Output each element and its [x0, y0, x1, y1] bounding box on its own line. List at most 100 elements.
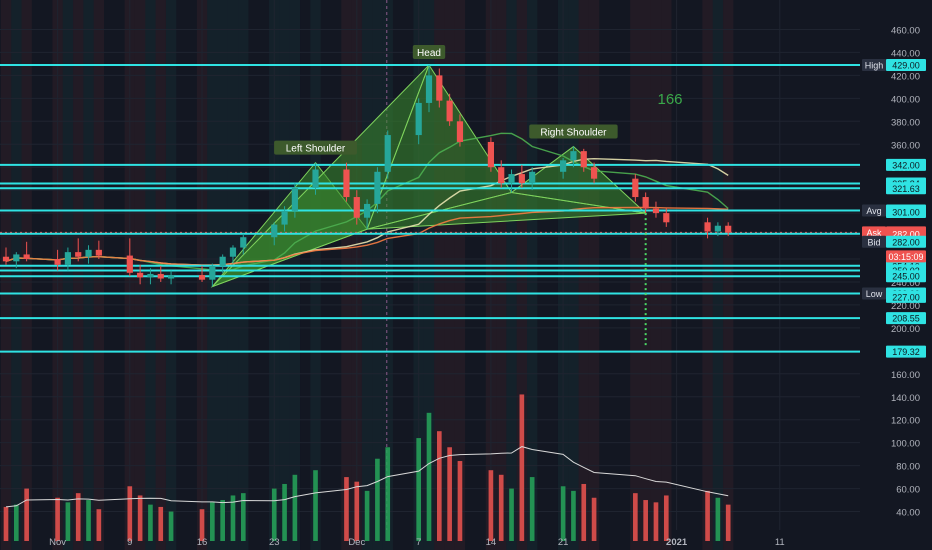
level-price-label: 227.00	[892, 292, 920, 302]
price-tick-label: 400.00	[891, 94, 920, 105]
volume-bar	[24, 488, 29, 541]
price-tick-label: 40.00	[896, 508, 920, 519]
level-price-label: 429.00	[892, 61, 920, 71]
candle-body	[725, 225, 732, 233]
candle-body	[137, 272, 144, 278]
volume-bar	[581, 483, 587, 541]
session-band	[506, 0, 517, 550]
candle-body	[126, 255, 133, 273]
session-band	[73, 0, 84, 550]
level-name-box	[862, 235, 886, 248]
volume-bar	[509, 488, 514, 541]
volume-bar	[488, 470, 494, 541]
level-price-box	[886, 205, 926, 218]
session-band	[21, 0, 32, 550]
time-tick-label: 9	[127, 537, 132, 548]
candle-body	[446, 100, 453, 122]
moving-average-line	[5, 206, 729, 266]
session-band	[444, 0, 455, 550]
session-band	[661, 0, 672, 550]
price-tick-label: 360.00	[891, 140, 920, 151]
level-price-box	[886, 312, 926, 325]
session-band	[516, 0, 528, 550]
candle-body	[167, 275, 175, 279]
volume-bar	[96, 509, 102, 541]
volume-bar	[220, 500, 225, 541]
level-name-box	[862, 59, 886, 72]
right-shoulder-label-box	[529, 124, 618, 139]
volume-bar	[705, 490, 710, 541]
volume-bar	[199, 509, 205, 541]
volume-bar	[240, 493, 246, 541]
candle-body	[364, 203, 371, 218]
volume-bar	[560, 486, 566, 541]
candle-body	[219, 256, 226, 266]
level-price-box	[886, 182, 926, 195]
session-band	[279, 0, 290, 550]
time-tick-label: 14	[486, 537, 497, 548]
left-shoulder-label: Left Shoulder	[286, 144, 346, 155]
volume-bar	[13, 504, 19, 541]
price-tick-label: 120.00	[891, 416, 920, 427]
volume-bar	[271, 488, 277, 541]
countdown-timer: 03:15:09	[888, 252, 923, 262]
candle-body	[384, 135, 391, 172]
volume-bar	[426, 412, 432, 541]
volume-bar	[633, 493, 638, 541]
level-name-label: High	[865, 61, 884, 71]
candle-body	[632, 178, 639, 198]
session-band	[93, 0, 105, 550]
session-band	[434, 0, 445, 550]
level-price-label: 301.00	[892, 207, 920, 217]
volume-average-line	[5, 446, 729, 508]
pattern-count-label: 166	[657, 91, 682, 108]
price-tick-label: 60.00	[896, 485, 920, 496]
level-price-label: 208.55	[892, 314, 920, 324]
candle-body	[508, 174, 515, 184]
volume-bar	[148, 504, 153, 541]
session-band	[310, 0, 321, 550]
candle-body	[529, 171, 536, 184]
volume-bar	[313, 470, 318, 541]
session-band	[289, 0, 301, 550]
candle-body	[85, 249, 92, 257]
volume-bar	[715, 497, 721, 541]
candle-body	[353, 197, 360, 218]
volume-bar	[230, 495, 236, 541]
horizontal-levels	[0, 64, 860, 353]
volume-bar	[292, 474, 298, 541]
candle-body	[147, 273, 154, 278]
candle-body	[2, 256, 10, 262]
candle-body	[580, 151, 587, 168]
candle-body	[425, 75, 433, 103]
level-price-box	[886, 270, 926, 283]
session-band	[0, 0, 12, 550]
volume-bar	[498, 474, 504, 541]
time-tick-label: 2021	[666, 537, 688, 548]
volume-bar	[663, 495, 669, 541]
volume-bar	[519, 394, 525, 541]
candle-body	[281, 210, 288, 225]
session-band	[723, 0, 734, 550]
time-tick-label: 16	[197, 537, 208, 548]
left-shoulder-label-box	[274, 140, 357, 155]
volume-bar	[3, 506, 9, 541]
session-band	[341, 0, 352, 550]
candle-body	[642, 197, 649, 209]
level-name-box	[862, 204, 886, 217]
candle-body	[75, 252, 82, 257]
candle-body	[209, 265, 216, 280]
level-price-label: 342.00	[892, 160, 920, 170]
volume-bar	[416, 438, 422, 541]
volume-bar	[529, 477, 535, 541]
volume-bar	[447, 447, 452, 541]
level-price-box	[886, 345, 926, 358]
level-name-label: Ask	[866, 228, 882, 238]
candle-body	[518, 174, 525, 184]
level-name-label: Avg	[866, 206, 881, 216]
candle-body	[663, 213, 670, 223]
candle-body	[590, 167, 598, 179]
volume-bar	[75, 493, 81, 541]
